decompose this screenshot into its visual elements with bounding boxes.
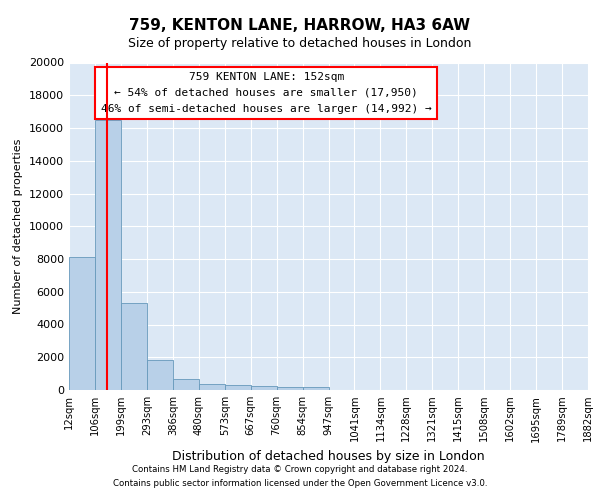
X-axis label: Distribution of detached houses by size in London: Distribution of detached houses by size … <box>172 450 485 463</box>
Bar <box>251 386 277 390</box>
Text: Size of property relative to detached houses in London: Size of property relative to detached ho… <box>128 38 472 51</box>
Bar <box>95 120 121 390</box>
Bar <box>147 360 173 390</box>
Text: 759, KENTON LANE, HARROW, HA3 6AW: 759, KENTON LANE, HARROW, HA3 6AW <box>130 18 470 32</box>
Bar <box>121 303 147 390</box>
Text: Contains HM Land Registry data © Crown copyright and database right 2024.
Contai: Contains HM Land Registry data © Crown c… <box>113 466 487 487</box>
Bar <box>277 387 302 390</box>
Bar <box>69 258 95 390</box>
Bar <box>173 378 199 390</box>
Bar <box>199 384 224 390</box>
Text: 759 KENTON LANE: 152sqm
← 54% of detached houses are smaller (17,950)
46% of sem: 759 KENTON LANE: 152sqm ← 54% of detache… <box>101 72 431 114</box>
Y-axis label: Number of detached properties: Number of detached properties <box>13 138 23 314</box>
Bar <box>302 388 329 390</box>
Bar <box>225 386 251 390</box>
